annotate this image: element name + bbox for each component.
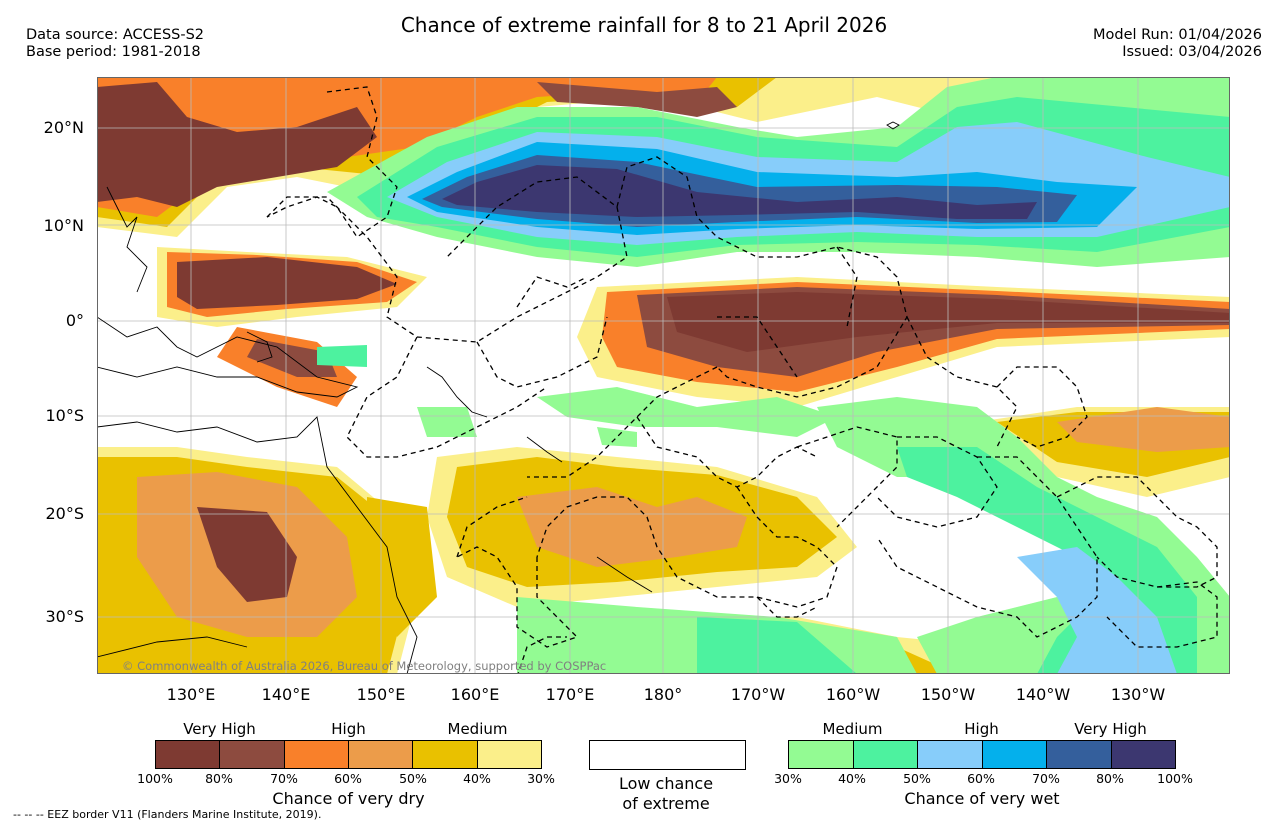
- lon-label-160w: 160°W: [825, 685, 881, 704]
- lon-label-150w: 150°W: [920, 685, 976, 704]
- dry-swatch-4: [348, 741, 414, 768]
- neutral-label-line2: of extreme: [622, 794, 710, 813]
- dry-swatch-5: [413, 741, 478, 768]
- lat-label-20s: 20°S: [45, 504, 84, 523]
- wet-swatch-3: [918, 741, 983, 768]
- wet-tick-100: 100%: [1157, 771, 1193, 786]
- dry-tick-80: 80%: [205, 771, 233, 786]
- wet-swatch-6: [1111, 741, 1175, 768]
- dry-swatch-6: [477, 741, 541, 768]
- wet-heading-very-high: Very High: [1074, 720, 1147, 738]
- dry-swatch-3: [284, 741, 349, 768]
- lat-label-30s: 30°S: [45, 607, 84, 626]
- wet-tick-50: 50%: [903, 771, 931, 786]
- neutral-legend-label: Low chance of extreme: [566, 774, 766, 814]
- rainfall-map: [97, 77, 1230, 674]
- neutral-swatch: [589, 740, 746, 770]
- dry-colorbar: [155, 740, 542, 769]
- wet-heading-high: High: [964, 720, 999, 738]
- dry-tick-60: 60%: [334, 771, 362, 786]
- lon-label-140e: 140°E: [261, 685, 311, 704]
- dry-heading-very-high: Very High: [183, 720, 256, 738]
- lon-label-170e: 170°E: [545, 685, 595, 704]
- lon-label-140w: 140°W: [1015, 685, 1071, 704]
- lon-label-130e: 130°E: [166, 685, 216, 704]
- lat-label-10s: 10°S: [45, 406, 84, 425]
- lat-label-equator: 0°: [65, 311, 84, 330]
- copyright-notice: © Commonwealth of Australia 2026, Bureau…: [122, 659, 607, 673]
- lon-label-180: 180°: [643, 685, 683, 704]
- lon-label-150e: 150°E: [356, 685, 406, 704]
- lon-label-130w: 130°W: [1110, 685, 1166, 704]
- wet-legend-title: Chance of very wet: [904, 789, 1060, 808]
- base-period: Base period: 1981-2018: [26, 44, 201, 60]
- lon-label-170w: 170°W: [730, 685, 786, 704]
- dry-tick-30: 30%: [527, 771, 555, 786]
- wet-swatch-4: [982, 741, 1047, 768]
- dry-tick-70: 70%: [270, 771, 298, 786]
- dry-legend-title: Chance of very dry: [272, 789, 425, 808]
- dry-heading-high: High: [331, 720, 366, 738]
- lat-label-10n: 10°N: [43, 216, 84, 235]
- wet-tick-40: 40%: [838, 771, 866, 786]
- wet-tick-30: 30%: [774, 771, 802, 786]
- issued-date: Issued: 03/04/2026: [1122, 44, 1262, 60]
- wet-tick-60: 60%: [967, 771, 995, 786]
- lat-label-20n: 20°N: [43, 118, 84, 137]
- neutral-label-line1: Low chance: [618, 774, 714, 793]
- data-source: Data source: ACCESS-S2: [26, 27, 205, 43]
- dry-tick-40: 40%: [463, 771, 491, 786]
- wet-zones: [317, 77, 1230, 674]
- wet-tick-70: 70%: [1032, 771, 1060, 786]
- wet-heading-medium: Medium: [822, 720, 883, 738]
- wet-swatch-2: [853, 741, 918, 768]
- lon-label-160e: 160°E: [450, 685, 500, 704]
- eez-footnote: -- -- -- EEZ border V11 (Flanders Marine…: [13, 808, 322, 821]
- dry-swatch-1: [156, 741, 221, 768]
- data-source-info: Data source: ACCESS-S2 Base period: 1981…: [26, 27, 204, 61]
- wet-tick-80: 80%: [1096, 771, 1124, 786]
- wet-colorbar: [788, 740, 1176, 769]
- dry-tick-100: 100%: [137, 771, 173, 786]
- map-title: Chance of extreme rainfall for 8 to 21 A…: [400, 13, 888, 37]
- wet-swatch-1: [789, 741, 854, 768]
- model-run: Model Run: 01/04/2026: [1092, 27, 1262, 43]
- eez-borders: [266, 86, 1218, 674]
- map-frame: [97, 77, 1230, 674]
- model-run-info: Model Run: 01/04/2026 Issued: 03/04/2026: [1093, 27, 1262, 61]
- dry-swatch-2: [220, 741, 285, 768]
- dry-tick-50: 50%: [399, 771, 427, 786]
- wet-swatch-5: [1047, 741, 1112, 768]
- coastlines: [97, 121, 900, 674]
- graticule: [97, 77, 1230, 674]
- dry-heading-medium: Medium: [447, 720, 508, 738]
